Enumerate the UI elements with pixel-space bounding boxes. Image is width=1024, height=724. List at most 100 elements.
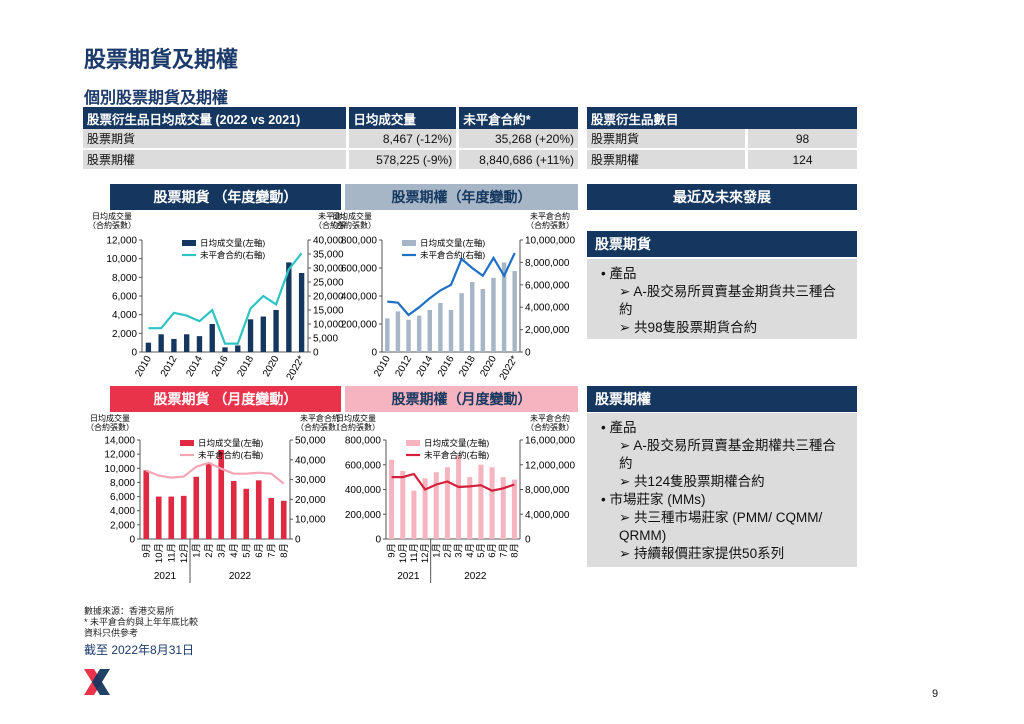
x-tick-label: 1月	[191, 543, 202, 558]
count-table-header: 股票衍生品數目	[587, 107, 857, 129]
bar	[209, 324, 215, 352]
table-cell: 股票期權	[587, 149, 747, 171]
y-tick-label-right: 20,000	[295, 495, 326, 506]
y-tick-label-left: 12,000	[104, 450, 135, 461]
chart-header-so-month: 股票期權（月度變動）	[345, 386, 578, 412]
y-axis-left-label: （合約張數）	[328, 220, 376, 230]
bar	[222, 347, 228, 352]
legend-label: 未平倉合約(右軸)	[420, 250, 485, 260]
y-axis-right-label: 未平倉合約	[530, 413, 570, 423]
side-bullet: ➢ 共98隻股票期貨合約	[619, 320, 758, 335]
year-label: 2021	[154, 571, 177, 582]
table-cell: 35,268 (+20%)	[456, 129, 578, 150]
x-tick-label: 1月	[431, 543, 442, 558]
legend-label: 日均成交量(左軸)	[420, 238, 485, 248]
table-cell: 98	[745, 129, 857, 150]
x-tick-label: 3月	[454, 543, 465, 558]
y-tick-label-right: 10,000,000	[525, 236, 575, 247]
x-tick-label: 2020	[478, 354, 499, 379]
y-tick-label-left: 14,000	[104, 436, 135, 447]
side-bullet: • 產品	[601, 420, 637, 435]
bar	[196, 336, 203, 352]
note-line: 數據來源：香港交易所	[84, 606, 175, 616]
bar	[444, 467, 450, 539]
y-axis-right-label: 未平倉合約	[530, 211, 570, 221]
y-tick-label-right: 4,000,000	[525, 510, 570, 521]
y-axis-right-label: （合約張數）	[314, 220, 345, 230]
bar	[438, 303, 443, 352]
y-tick-label-left: 0	[129, 535, 135, 546]
y-tick-label-left: 600,000	[341, 264, 378, 275]
y-axis-left-label: （合約張數）	[332, 422, 380, 432]
y-tick-label-right: 30,000	[295, 475, 326, 486]
bar	[280, 500, 287, 539]
line-series	[148, 252, 303, 345]
chart-so-year: 日均成交量（合約張數）未平倉合約（合約張數）0200,000400,000600…	[328, 211, 575, 382]
side-so-panel: • 產品 ➢ A-股交易所買賣基金期權共三種合約 ➢ 共124隻股票期權合約 • 市場…	[587, 413, 857, 567]
legend-label: 日均成交量(左軸)	[198, 438, 263, 448]
year-label: 2022	[229, 571, 252, 582]
legend-label: 未平倉合約(右軸)	[424, 450, 489, 460]
bar	[470, 282, 475, 352]
y-axis-right-label: （合約張數）	[526, 422, 574, 432]
y-tick-label-right: 4,000,000	[525, 303, 570, 314]
legend-label: 日均成交量(左軸)	[424, 438, 489, 448]
y-tick-label-right: 6,000,000	[525, 280, 570, 291]
bar	[273, 310, 279, 352]
y-tick-label-right: 2,000,000	[525, 325, 570, 336]
bar	[184, 334, 190, 352]
table-row: 股票期貨 8,467 (-12%) 35,268 (+20%)	[83, 129, 578, 150]
x-tick-label: 2016	[436, 354, 457, 379]
y-axis-right-label: （合約張數）	[296, 422, 344, 432]
x-tick-label: 4月	[465, 543, 476, 558]
y-tick-label-right: 0	[313, 348, 319, 359]
side-bullet: 約	[619, 302, 633, 317]
y-tick-label-left: 400,000	[345, 485, 382, 496]
y-tick-label-left: 8,000	[112, 273, 137, 284]
adv-table-header-adv: 日均成交量	[346, 107, 458, 129]
note-line: * 未平倉合約與上年年底比較	[84, 617, 199, 627]
legend-swatch-bar	[406, 440, 420, 446]
bar	[286, 262, 292, 352]
bar	[480, 289, 486, 352]
y-tick-label-left: 200,000	[345, 510, 382, 521]
chart-so-month: 日均成交量（合約張數）未平倉合約（合約張數）0200,000400,000600…	[332, 413, 575, 583]
hkex-logo-icon	[84, 669, 110, 695]
x-tick-label: 2022*	[498, 354, 521, 382]
legend-swatch-bar	[182, 240, 196, 246]
bar	[467, 477, 473, 539]
bar	[145, 342, 152, 352]
x-tick-label: 9月	[387, 543, 398, 558]
y-tick-label-left: 0	[375, 535, 381, 546]
chart-header-sf-year: 股票期貨 （年度變動）	[110, 184, 341, 210]
bar	[268, 497, 275, 539]
y-tick-label-right: 5,000	[313, 334, 338, 345]
y-tick-label-right: 20,000	[313, 292, 344, 303]
line-series	[387, 252, 516, 317]
y-tick-label-right: 40,000	[313, 236, 344, 247]
legend-swatch-bar	[402, 240, 416, 246]
y-axis-right-label: 未平倉合約	[318, 211, 345, 221]
y-tick-label-left: 6,000	[112, 292, 137, 303]
y-tick-label-right: 50,000	[295, 436, 326, 447]
bar	[255, 480, 262, 539]
table-row: 股票期權 578,225 (-9%) 8,840,686 (+11%)	[83, 149, 578, 171]
bar	[491, 277, 496, 352]
x-tick-label: 11月	[409, 543, 420, 562]
bar	[406, 319, 411, 352]
y-tick-label-right: 8,000,000	[525, 485, 570, 496]
page-number: 9	[932, 688, 939, 700]
chart-header-sf-month: 股票期貨 （月度變動）	[110, 386, 341, 412]
y-tick-label-right: 15,000	[313, 306, 344, 317]
x-tick-label: 8月	[279, 543, 290, 558]
x-tick-label: 7月	[266, 543, 277, 558]
bar	[243, 488, 250, 539]
bar	[433, 472, 439, 539]
y-tick-label-left: 800,000	[341, 236, 378, 247]
side-sf-panel: • 產品 ➢ A-股交易所買賣基金期貨共三種合約 ➢ 共98隻股票期貨合約	[587, 259, 857, 339]
page-title: 股票期貨及期權	[84, 47, 239, 72]
side-bullet: QRMM)	[619, 528, 667, 543]
y-tick-label-left: 10,000	[106, 254, 137, 265]
bar	[501, 262, 507, 352]
table-cell: 股票期貨	[587, 129, 747, 150]
